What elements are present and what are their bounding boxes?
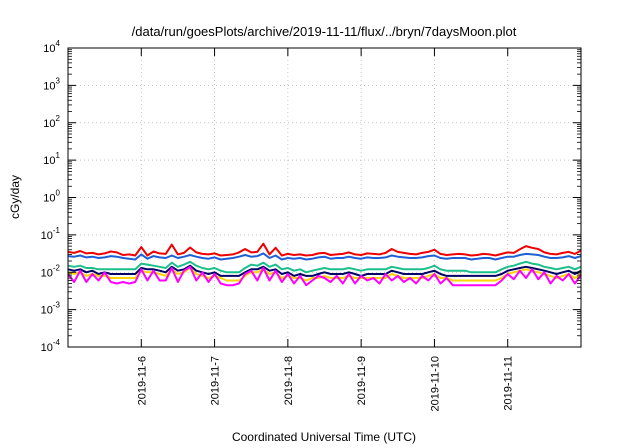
series-line <box>67 242 582 257</box>
y-tick-label: 102 <box>43 114 60 130</box>
y-tick-label: 10-3 <box>41 301 61 317</box>
x-tick-label: 2019-11-8 <box>283 356 295 405</box>
x-tick-label: 2019-11-9 <box>356 356 368 405</box>
axis-ticks <box>68 47 581 348</box>
x-tick-labels: 2019-11-6 2019-11-7 2019-11-8 2019-11-9 2019… <box>136 356 514 411</box>
y-tick-label: 103 <box>43 76 60 92</box>
series-lines <box>67 242 582 287</box>
x-axis-label: Coordinated Universal Time (UTC) <box>232 430 416 444</box>
series-line <box>67 252 582 261</box>
y-tick-label: 10-2 <box>41 263 61 279</box>
y-axis-label: cGy/day <box>8 175 22 219</box>
y-tick-label: 104 <box>43 39 60 55</box>
y-tick-label: 10-1 <box>41 226 61 242</box>
series-line <box>67 260 582 274</box>
grid <box>68 48 581 347</box>
y-tick-label: 101 <box>43 151 60 167</box>
x-tick-label: 2019-11-7 <box>210 356 222 405</box>
x-tick-label: 2019-11-11 <box>503 356 515 411</box>
x-tick-label: 2019-11-10 <box>429 356 441 411</box>
series-line <box>67 264 582 277</box>
y-tick-label: 10-4 <box>41 338 61 354</box>
chart-title: /data/run/goesPlots/archive/2019-11-11/f… <box>132 24 517 39</box>
x-tick-label: 2019-11-6 <box>136 356 148 405</box>
y-tick-labels: 10-4 10-3 10-2 10-1 100 101 102 103 104 <box>41 39 61 354</box>
y-tick-label: 100 <box>43 189 60 205</box>
series-line <box>67 265 582 287</box>
